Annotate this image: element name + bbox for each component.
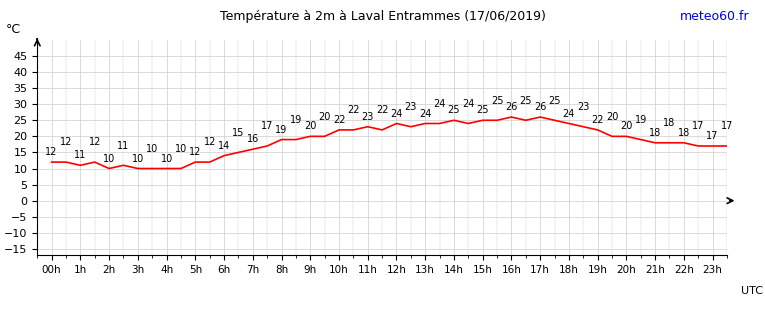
Text: 24: 24	[563, 108, 575, 118]
Text: 12: 12	[60, 137, 72, 148]
Text: 25: 25	[477, 105, 489, 115]
Text: 26: 26	[534, 102, 546, 112]
Text: 22: 22	[333, 115, 345, 125]
Text: 20: 20	[620, 121, 633, 132]
Text: 12: 12	[89, 137, 101, 148]
Text: 12: 12	[189, 147, 201, 157]
Text: 25: 25	[491, 96, 503, 106]
Text: 17: 17	[261, 121, 273, 131]
Text: 14: 14	[218, 141, 230, 151]
Text: 16: 16	[246, 134, 259, 144]
Text: 22: 22	[347, 105, 360, 115]
Text: 22: 22	[376, 105, 389, 115]
Text: 24: 24	[434, 99, 446, 109]
Text: 12: 12	[203, 137, 216, 148]
Text: 10: 10	[146, 144, 158, 154]
Text: meteo60.fr: meteo60.fr	[680, 10, 750, 23]
Text: 17: 17	[721, 121, 733, 131]
Text: 10: 10	[103, 154, 116, 164]
Text: 18: 18	[649, 128, 661, 138]
Text: UTC: UTC	[741, 285, 763, 295]
Text: 24: 24	[419, 108, 431, 118]
Text: 17: 17	[692, 121, 705, 131]
Text: 18: 18	[678, 128, 690, 138]
Text: 15: 15	[233, 128, 245, 138]
Text: 11: 11	[117, 140, 129, 151]
Text: °C: °C	[6, 23, 21, 36]
Text: 10: 10	[132, 154, 144, 164]
Text: 20: 20	[606, 112, 618, 122]
Text: 10: 10	[175, 144, 187, 154]
Text: 23: 23	[577, 102, 590, 112]
Text: 23: 23	[362, 112, 374, 122]
Text: 25: 25	[549, 96, 561, 106]
Text: 25: 25	[519, 96, 532, 106]
Text: 19: 19	[635, 115, 647, 125]
Text: 19: 19	[275, 124, 288, 135]
Text: 11: 11	[74, 150, 86, 160]
Text: 20: 20	[318, 112, 330, 122]
Text: 20: 20	[304, 121, 317, 132]
Text: 22: 22	[591, 115, 604, 125]
Text: 25: 25	[448, 105, 461, 115]
Text: 19: 19	[290, 115, 302, 125]
Text: 24: 24	[390, 108, 402, 118]
Text: 10: 10	[161, 154, 173, 164]
Text: 26: 26	[505, 102, 518, 112]
Text: Température à 2m à Laval Entrammes (17/06/2019): Température à 2m à Laval Entrammes (17/0…	[220, 10, 545, 23]
Text: 17: 17	[706, 131, 719, 141]
Text: 12: 12	[45, 147, 58, 157]
Text: 24: 24	[462, 99, 474, 109]
Text: 18: 18	[663, 118, 675, 128]
Text: 23: 23	[405, 102, 417, 112]
